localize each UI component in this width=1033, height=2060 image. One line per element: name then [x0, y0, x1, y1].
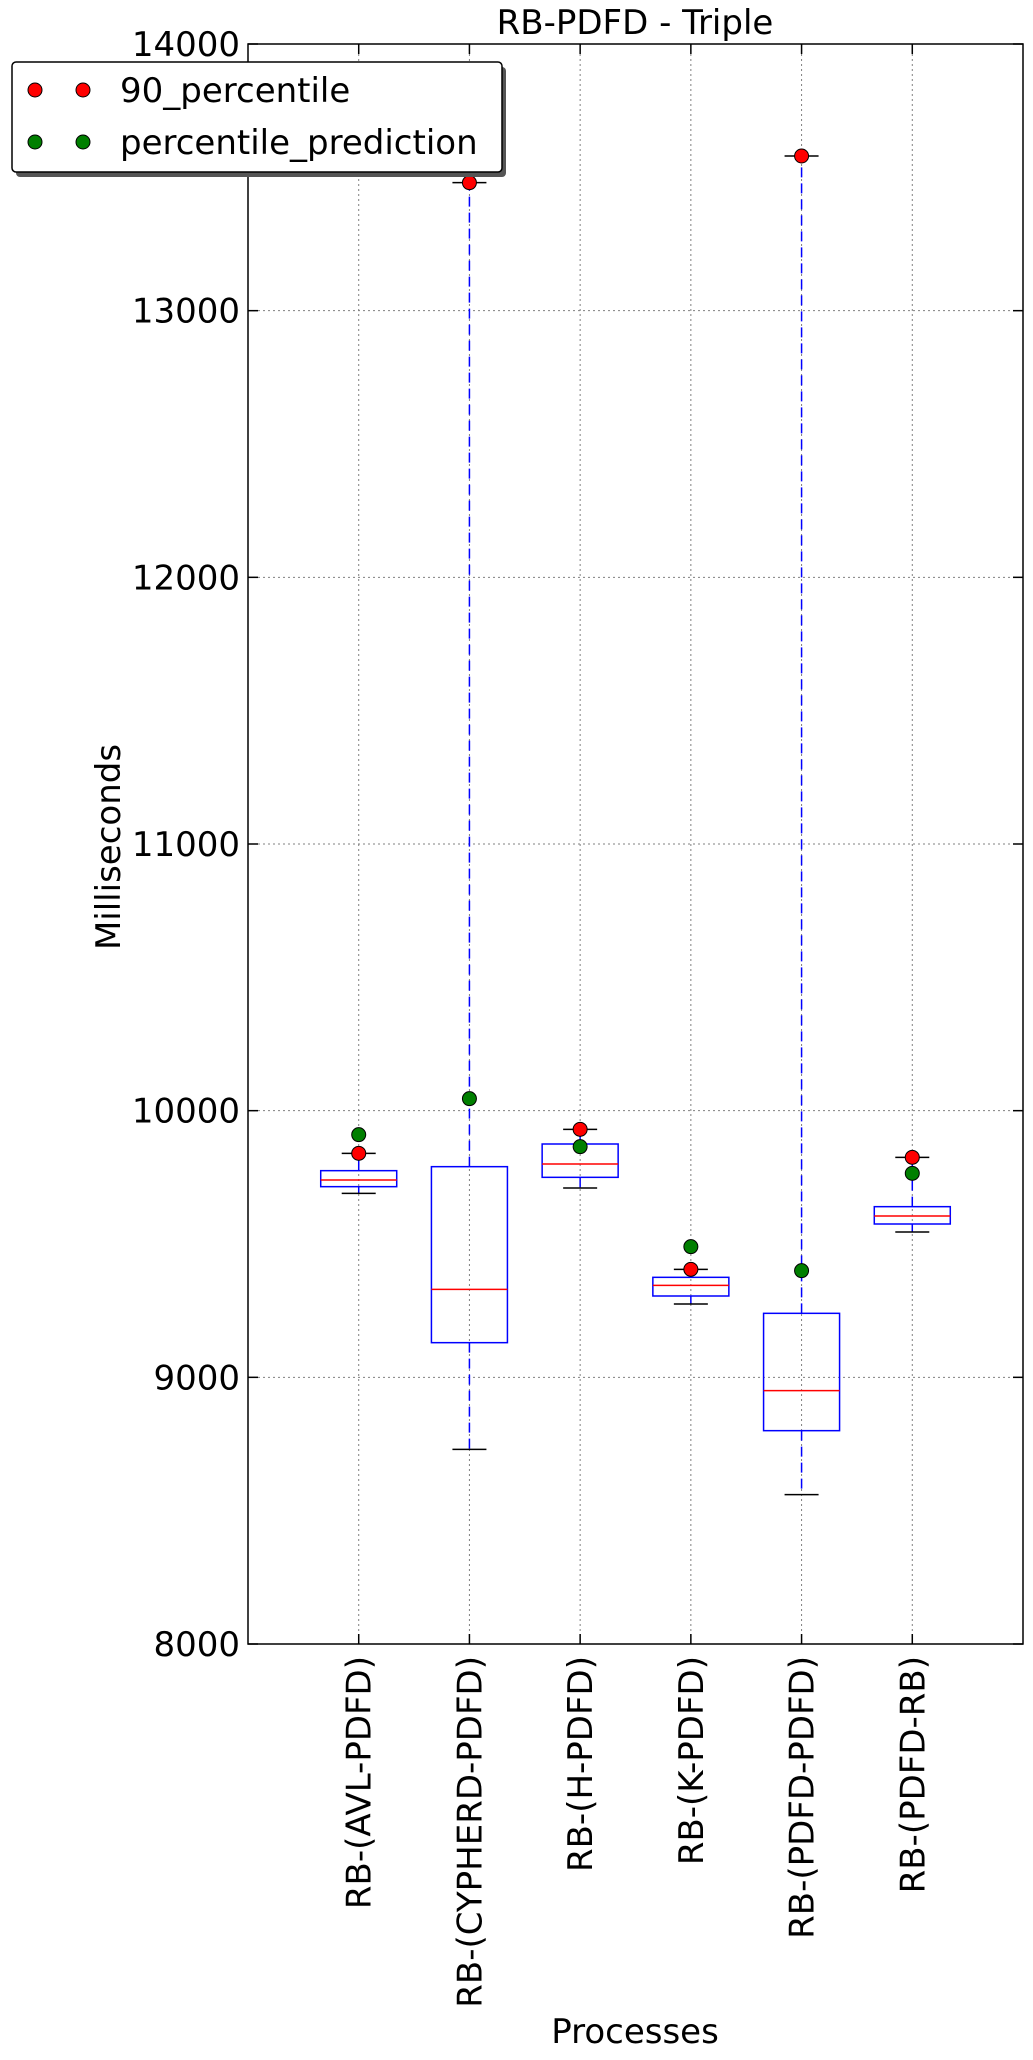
x-tick-label: RB-(PDFD-RB) [893, 1656, 933, 1893]
iqr-box [430, 1165, 509, 1344]
point-percentile-prediction [572, 1139, 588, 1155]
point-layer [351, 148, 920, 1279]
point-percentile-prediction [461, 1091, 477, 1107]
y-tick-label: 10000 [132, 1092, 240, 1132]
point-percentile-prediction [904, 1165, 920, 1181]
legend-marker-90-percentile [27, 82, 43, 98]
x-tick-label: RB-(H-PDFD) [561, 1656, 601, 1872]
x-axis-label: Processes [551, 2012, 719, 2052]
point-percentile-prediction [794, 1263, 810, 1279]
box-rb-pdfd-pdfd [762, 155, 841, 1496]
iqr-box [319, 1169, 398, 1188]
y-tick-label: 14000 [132, 25, 240, 65]
grid-layer [248, 43, 1023, 1645]
legend-marker-percentile-prediction [75, 134, 91, 150]
iqr-box [762, 1312, 841, 1432]
point-90-percentile [904, 1149, 920, 1165]
y-tick-label: 13000 [132, 292, 240, 332]
x-tick-label: RB-(CYPHERD-PDFD) [450, 1656, 490, 2008]
x-tick-label: RB-(K-PDFD) [672, 1656, 712, 1865]
y-tick-label: 11000 [132, 825, 240, 865]
iqr-box [652, 1276, 730, 1297]
point-90-percentile [461, 175, 477, 191]
y-tick-label: 12000 [132, 558, 240, 598]
legend-marker-90-percentile [75, 82, 91, 98]
box-rb-cypherd-pdfd [430, 181, 509, 1451]
y-tick-label: 8000 [153, 1625, 240, 1665]
legend-marker-percentile-prediction [27, 134, 43, 150]
axis-layer: 8000 9000 10000 11000 12000 13000 14000 RB-(AVL… [132, 25, 1023, 2008]
legend-frame [11, 61, 503, 173]
point-percentile-prediction [683, 1239, 699, 1255]
point-percentile-prediction [351, 1127, 367, 1143]
point-90-percentile [351, 1145, 367, 1161]
point-90-percentile [683, 1261, 699, 1277]
point-90-percentile [794, 148, 810, 164]
box-rb-h-pdfd [541, 1128, 619, 1189]
x-tick-label: RB-(AVL-PDFD) [340, 1656, 380, 1909]
legend: 90_percentile percentile_prediction [11, 61, 506, 177]
legend-label-90-percentile: 90_percentile [120, 71, 350, 111]
y-tick-label: 9000 [153, 1358, 240, 1398]
box-layer [319, 155, 952, 1496]
y-axis-label: Milliseconds [89, 744, 129, 950]
x-tick-label: RB-(PDFD-PDFD) [783, 1656, 823, 1939]
point-90-percentile [572, 1121, 588, 1137]
chart-title: RB-PDFD - Triple [497, 3, 774, 43]
legend-label-percentile-prediction: percentile_prediction [120, 123, 478, 163]
